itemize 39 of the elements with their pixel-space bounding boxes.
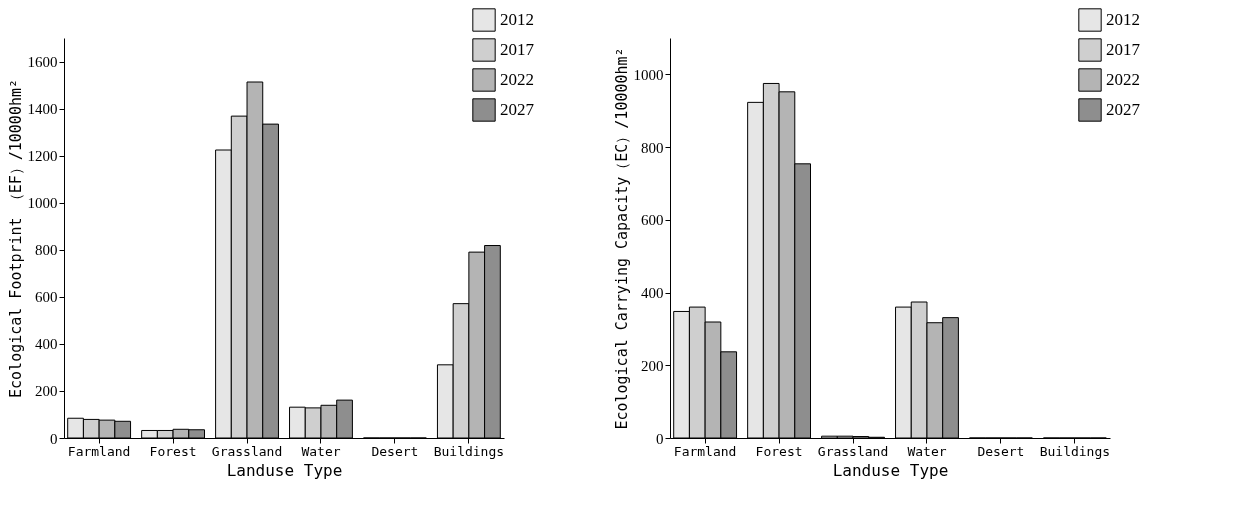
legend-label: 2017 (500, 40, 535, 59)
x-tick-label: Buildings (1039, 443, 1111, 459)
x-tick-label: Grassland (211, 443, 283, 459)
x-axis-title: Landuse Type (832, 460, 949, 480)
y-tick-label: 800 (641, 139, 664, 156)
legend-label: 2022 (1106, 70, 1140, 89)
x-tick-label: Forest (149, 443, 197, 459)
y-tick-label: 600 (35, 289, 58, 306)
legend-label: 2027 (1106, 100, 1141, 119)
y-tick-label: 200 (641, 357, 664, 374)
legend-label: 2012 (500, 10, 534, 29)
x-axis-title: Landuse Type (226, 460, 343, 480)
y-axis-title: Ecological Footprint （EF）/10000hm² (6, 79, 25, 398)
legend-label: 2027 (500, 100, 535, 119)
legend-label: 2022 (500, 70, 534, 89)
x-tick-label: Water (907, 443, 947, 459)
x-tick-label: Desert (977, 443, 1025, 459)
x-tick-label: Desert (371, 443, 419, 459)
y-tick-label: 400 (35, 336, 58, 353)
y-tick-label: 1000 (633, 66, 664, 83)
x-tick-label: Forest (755, 443, 803, 459)
y-axis-title: Ecological Carrying Capacity（EC）/10000hm² (612, 47, 631, 430)
y-tick-label: 800 (35, 242, 58, 259)
y-tick-label: 0 (50, 430, 58, 447)
legend-label: 2017 (1106, 40, 1141, 59)
x-tick-label: Buildings (433, 443, 505, 459)
y-tick-label: 600 (641, 212, 664, 229)
y-tick-label: 1200 (27, 148, 58, 165)
y-tick-label: 1400 (27, 101, 58, 118)
legend-label: 2012 (1106, 10, 1140, 29)
y-tick-label: 1600 (27, 54, 58, 71)
x-tick-label: Water (301, 443, 341, 459)
y-tick-label: 200 (35, 383, 58, 400)
y-tick-label: 400 (641, 285, 664, 302)
x-tick-label: Farmland (673, 443, 737, 459)
y-tick-label: 0 (656, 430, 664, 447)
x-tick-label: Grassland (817, 443, 889, 459)
y-tick-label: 1000 (27, 195, 58, 212)
x-tick-label: Farmland (67, 443, 131, 459)
